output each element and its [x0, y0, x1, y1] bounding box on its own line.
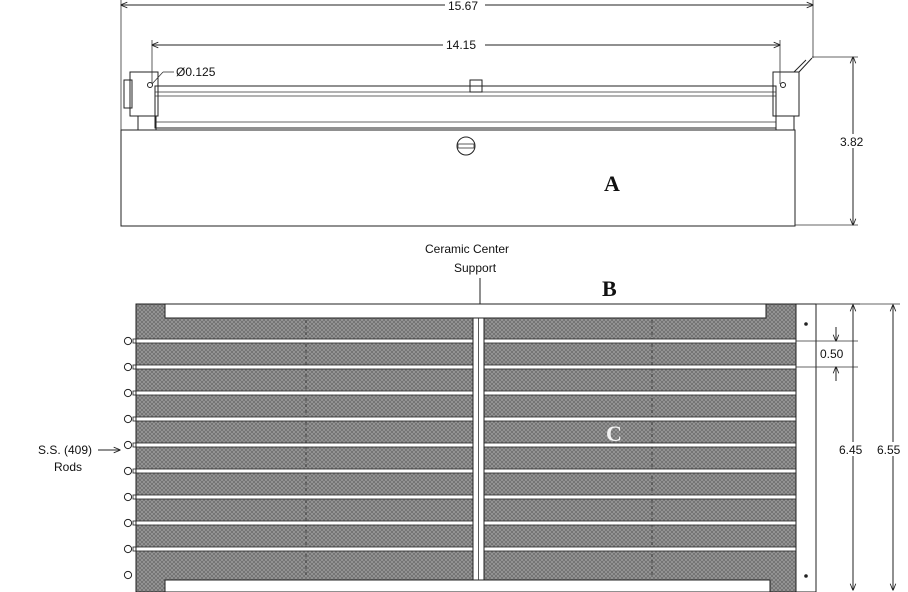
dim-side-height: 3.82 — [840, 135, 864, 149]
rod-end-loop — [123, 518, 133, 528]
plan-view: C S.S. (409) Rods 0.50 6.45 6.55 — [38, 303, 908, 592]
rod-end-loop — [123, 336, 133, 346]
dim-overall-length: 15.67 — [448, 0, 478, 13]
dim-overall-width: 6.55 — [877, 443, 901, 457]
top-support-bar — [164, 303, 767, 319]
left-bracket — [123, 71, 159, 131]
terminal — [456, 136, 476, 156]
rod — [132, 442, 797, 448]
terminal-strip — [795, 303, 817, 592]
rods-label-line2: Rods — [54, 460, 82, 474]
rod — [132, 468, 797, 474]
dim-inner-width: 6.45 — [839, 443, 863, 457]
bottom-support-bar — [164, 579, 771, 592]
rod-end-loop — [123, 492, 133, 502]
center-support-label-line2: Support — [454, 261, 497, 275]
element-bar — [154, 85, 777, 129]
center-support-label-line1: Ceramic Center — [425, 242, 509, 256]
label-b: B — [602, 276, 617, 301]
rod-end-loop — [123, 388, 133, 398]
rod — [132, 520, 797, 526]
rod-end-loop — [123, 570, 133, 580]
dim-inner-length: 14.15 — [446, 38, 476, 52]
label-c: C — [606, 421, 622, 446]
rod — [132, 494, 797, 500]
rod — [132, 364, 797, 370]
rod-end-loop — [123, 544, 133, 554]
rod — [132, 338, 797, 344]
rod-end-loop — [123, 440, 133, 450]
rods-label-line1: S.S. (409) — [38, 443, 92, 457]
rod — [132, 546, 797, 552]
rod — [132, 390, 797, 396]
rod — [132, 416, 797, 422]
housing-base — [120, 129, 796, 227]
rod-end-loop — [123, 466, 133, 476]
dim-hole-diameter: Ø0.125 — [176, 65, 216, 79]
right-bracket — [772, 57, 813, 131]
rod-end-loop — [123, 362, 133, 372]
rods-group — [123, 336, 797, 580]
dim-rod-spacing: 0.50 — [820, 347, 844, 361]
rod-end-loop — [123, 414, 133, 424]
side-view: A 15.67 14.15 Ø0.125 3.82 — [120, 0, 868, 227]
center-clip — [469, 79, 483, 93]
label-a: A — [604, 171, 620, 196]
